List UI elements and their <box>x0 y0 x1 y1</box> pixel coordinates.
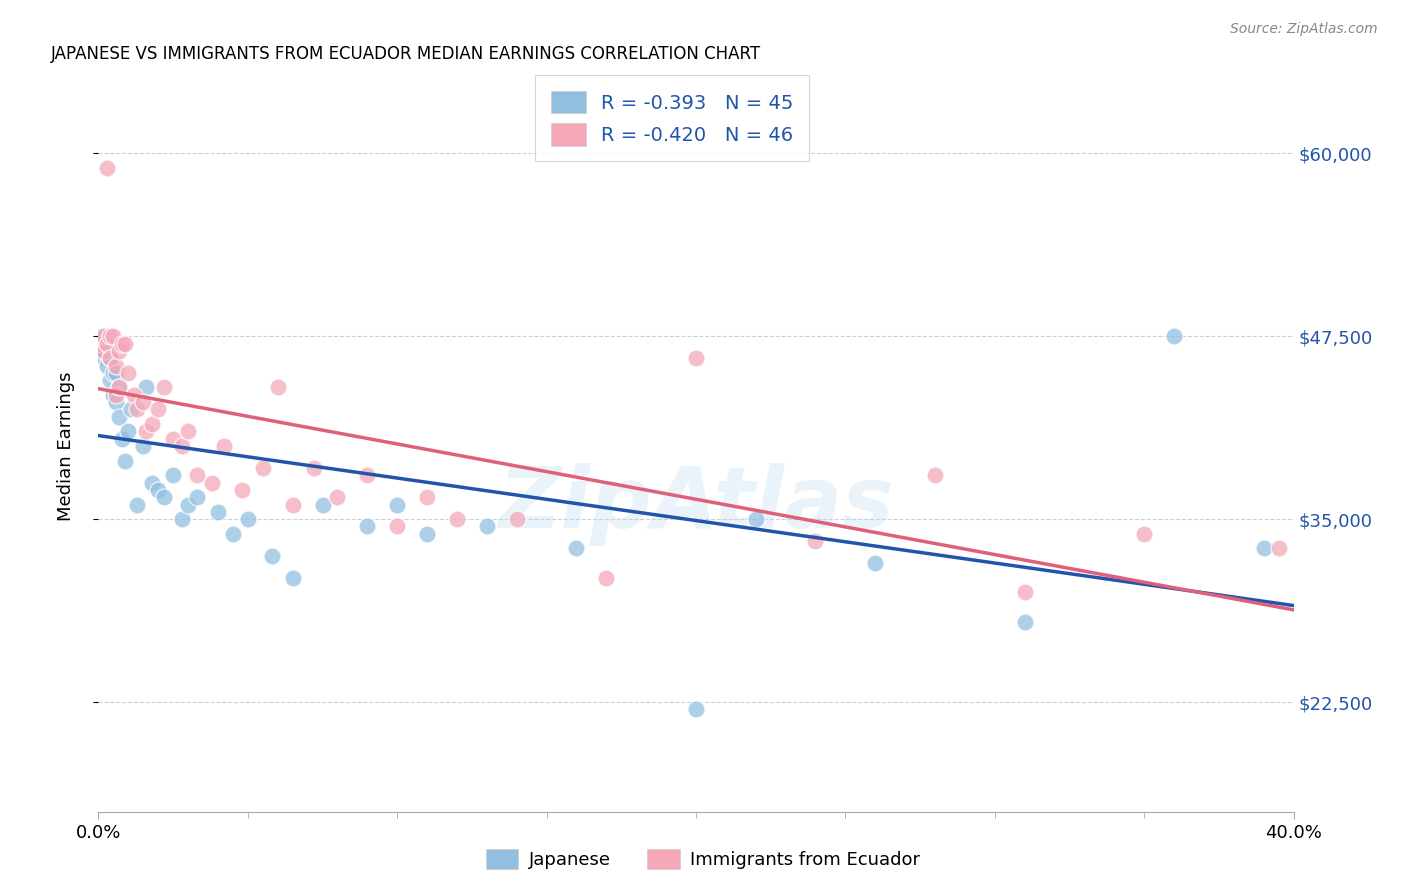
Point <box>153 490 176 504</box>
Point <box>108 343 131 358</box>
Y-axis label: Median Earnings: Median Earnings <box>56 371 75 521</box>
Point <box>231 483 253 497</box>
Point <box>385 498 409 512</box>
Point <box>177 425 200 439</box>
Point <box>108 409 131 424</box>
Point <box>207 505 229 519</box>
Point <box>865 556 887 570</box>
Point <box>177 498 200 512</box>
Point <box>172 439 194 453</box>
Point <box>127 402 149 417</box>
Point <box>98 373 122 387</box>
Point <box>804 534 827 549</box>
Point <box>446 512 468 526</box>
Point <box>1267 541 1289 556</box>
Point <box>1133 526 1156 541</box>
Point <box>141 475 163 490</box>
Point <box>162 468 184 483</box>
Text: Source: ZipAtlas.com: Source: ZipAtlas.com <box>1230 22 1378 37</box>
Point <box>117 425 139 439</box>
Point <box>153 380 176 394</box>
Point <box>93 351 115 366</box>
Point <box>356 519 378 533</box>
Point <box>141 417 163 431</box>
Point <box>326 490 349 504</box>
Point <box>252 461 274 475</box>
Point <box>93 329 115 343</box>
Point <box>475 519 498 533</box>
Point <box>172 512 194 526</box>
Point <box>96 336 118 351</box>
Point <box>236 512 259 526</box>
Point <box>1014 585 1036 599</box>
Point <box>302 461 325 475</box>
Point <box>745 512 768 526</box>
Point <box>186 468 208 483</box>
Point <box>1163 329 1185 343</box>
Point <box>260 549 283 563</box>
Point <box>93 343 115 358</box>
Point <box>117 366 139 380</box>
Legend: Japanese, Immigrants from Ecuador: Japanese, Immigrants from Ecuador <box>477 839 929 879</box>
Point <box>108 380 131 394</box>
Point <box>201 475 224 490</box>
Point <box>506 512 529 526</box>
Point <box>281 571 304 585</box>
Point <box>96 336 118 351</box>
Point <box>132 395 155 409</box>
Point <box>595 571 617 585</box>
Point <box>311 498 333 512</box>
Point <box>924 468 946 483</box>
Point <box>90 329 112 343</box>
Point <box>222 526 245 541</box>
Point <box>96 359 118 373</box>
Point <box>111 336 134 351</box>
Point <box>108 380 131 394</box>
Point <box>135 380 157 394</box>
Point <box>1014 615 1036 629</box>
Point <box>103 336 125 351</box>
Point <box>565 541 588 556</box>
Point <box>98 329 122 343</box>
Point <box>98 351 122 366</box>
Point <box>132 439 155 453</box>
Point <box>685 702 707 716</box>
Point <box>135 425 157 439</box>
Point <box>356 468 378 483</box>
Point <box>385 519 409 533</box>
Point <box>186 490 208 504</box>
Legend: R = -0.393   N = 45, R = -0.420   N = 46: R = -0.393 N = 45, R = -0.420 N = 46 <box>536 75 808 161</box>
Point <box>1253 541 1275 556</box>
Point <box>148 483 170 497</box>
Text: JAPANESE VS IMMIGRANTS FROM ECUADOR MEDIAN EARNINGS CORRELATION CHART: JAPANESE VS IMMIGRANTS FROM ECUADOR MEDI… <box>51 45 761 63</box>
Point <box>105 359 128 373</box>
Point <box>416 526 439 541</box>
Point <box>281 498 304 512</box>
Point <box>103 366 125 380</box>
Point <box>105 395 128 409</box>
Point <box>93 343 115 358</box>
Point <box>148 402 170 417</box>
Point <box>114 336 136 351</box>
Text: ZipAtlas: ZipAtlas <box>498 463 894 546</box>
Point <box>103 388 125 402</box>
Point <box>162 432 184 446</box>
Point <box>105 366 128 380</box>
Point <box>111 432 134 446</box>
Point <box>127 498 149 512</box>
Point <box>103 329 125 343</box>
Point <box>124 388 146 402</box>
Point <box>90 336 112 351</box>
Point <box>212 439 235 453</box>
Point <box>267 380 290 394</box>
Point <box>98 351 122 366</box>
Point <box>685 351 707 366</box>
Point <box>96 161 118 175</box>
Point <box>416 490 439 504</box>
Point <box>114 453 136 467</box>
Point <box>120 402 142 417</box>
Point <box>105 388 128 402</box>
